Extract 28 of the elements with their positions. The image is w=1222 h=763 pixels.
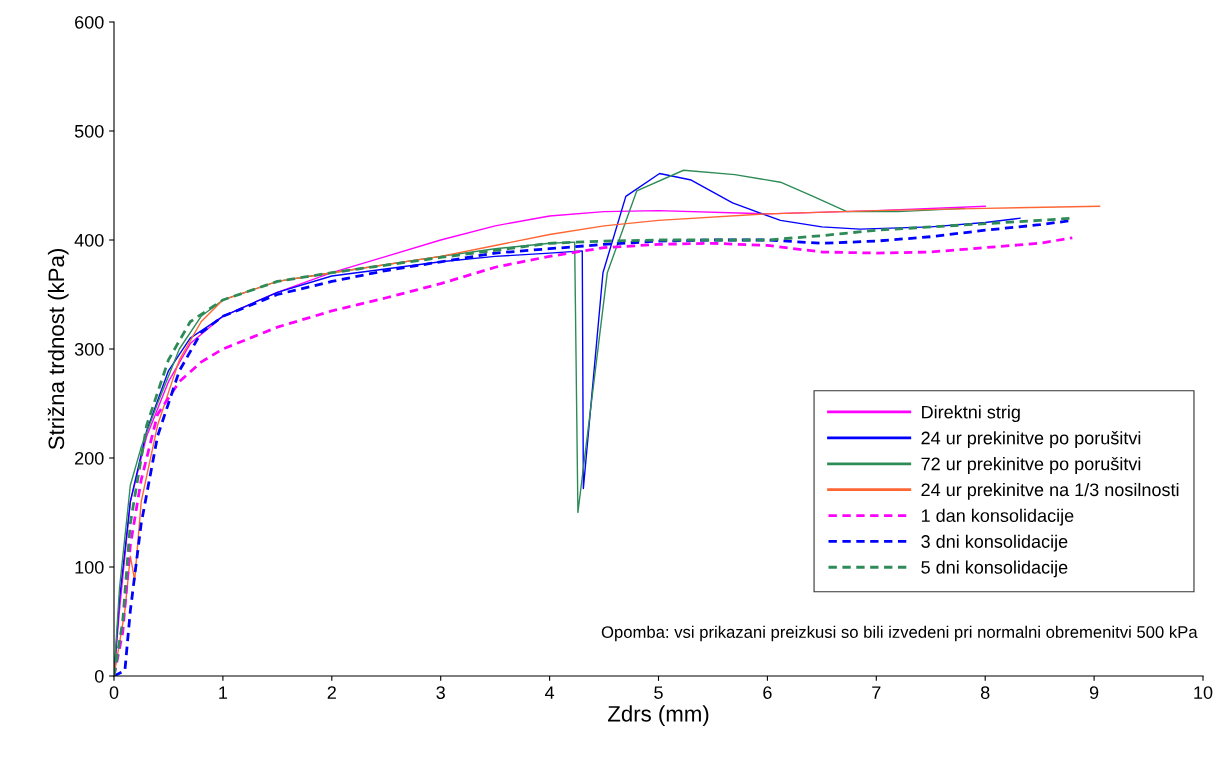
x-tick-label: 5 bbox=[654, 686, 663, 699]
x-tick-label: 6 bbox=[763, 686, 772, 699]
legend-label: 1 dan konsolidacije bbox=[921, 508, 1074, 526]
y-tick-label: 400 bbox=[74, 233, 104, 247]
x-tick-label: 0 bbox=[109, 686, 119, 699]
y-tick-label: 0 bbox=[94, 669, 104, 683]
legend-label: 24 ur prekinitve po porušitvi bbox=[921, 431, 1141, 448]
x-tick-label: 2 bbox=[327, 686, 336, 699]
y-tick-label: 300 bbox=[74, 342, 104, 356]
x-tick-label: 10 bbox=[1194, 686, 1213, 699]
x-axis-title: Zdrs (mm) bbox=[607, 705, 709, 727]
legend-label: 24 ur prekinitve na 1/3 nosilnosti bbox=[921, 482, 1179, 500]
legend-label: 72 ur prekinitve po porušitvi bbox=[921, 456, 1141, 474]
x-tick-label: 9 bbox=[1089, 686, 1099, 699]
x-tick-label: 1 bbox=[219, 686, 228, 699]
legend-label: 3 dni konsolidacije bbox=[921, 534, 1068, 552]
x-tick-label: 4 bbox=[544, 686, 555, 699]
x-tick-label: 8 bbox=[980, 686, 990, 699]
y-tick-label: 600 bbox=[75, 15, 104, 29]
x-tick-label: 7 bbox=[872, 686, 881, 699]
legend-label: Direktni strig bbox=[922, 405, 1020, 423]
annotation: Opomba: vsi prikazani preizkusi so bili izvedeni pri normalni obremenitvi 500 kPa bbox=[601, 625, 1198, 642]
y-tick-label: 100 bbox=[75, 560, 104, 574]
y-tick-label: 200 bbox=[75, 451, 104, 465]
y-axis-title: Strižna trdnost (kPa) bbox=[47, 249, 69, 450]
x-tick-label: 3 bbox=[436, 686, 445, 699]
legend-label: 5 dni konsolidacije bbox=[921, 560, 1068, 578]
y-tick-label: 500 bbox=[74, 124, 104, 138]
